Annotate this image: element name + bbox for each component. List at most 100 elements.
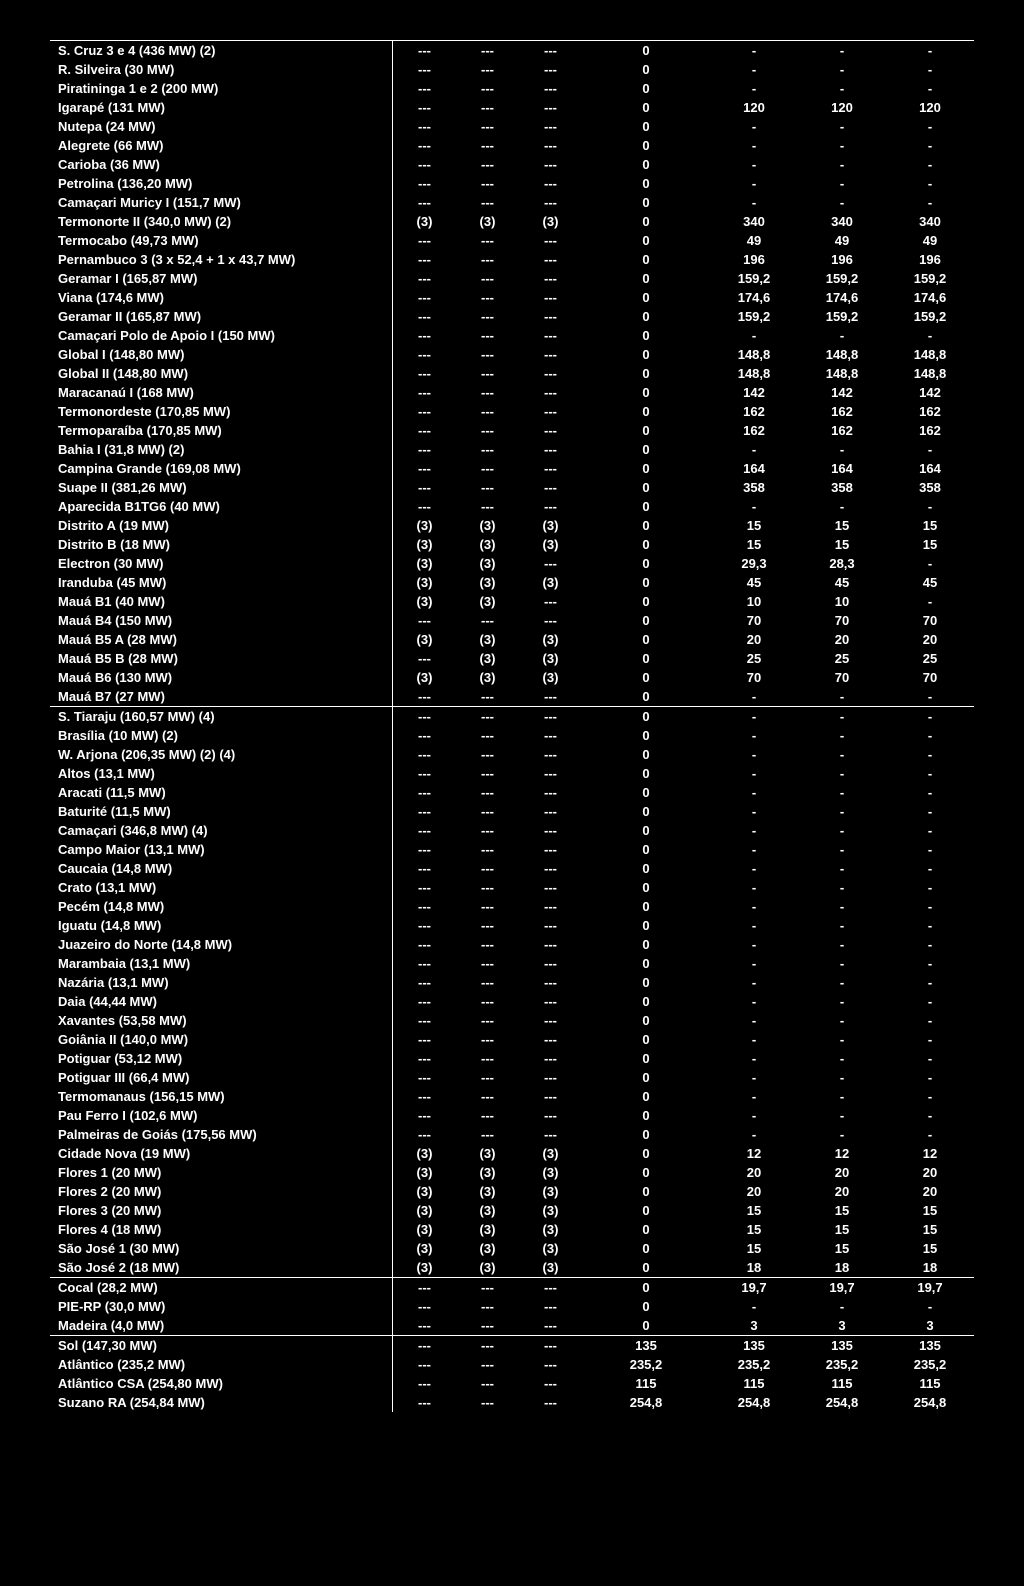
value-cell: --- [456,611,519,630]
value-cell: --- [393,478,457,497]
value-cell: (3) [393,668,457,687]
value-cell: 15 [710,1201,798,1220]
table-row: Potiguar III (66,4 MW)---------0--- [50,1068,974,1087]
table-row: Aracati (11,5 MW)---------0--- [50,783,974,802]
value-cell: --- [519,1087,582,1106]
value-cell: --- [456,1125,519,1144]
value-cell: --- [519,402,582,421]
plant-name-cell: Iranduba (45 MW) [50,573,393,592]
value-cell: --- [519,307,582,326]
value-cell: (3) [456,630,519,649]
plant-name-cell: Suzano RA (254,84 MW) [50,1393,393,1412]
value-cell: 235,2 [582,1355,710,1374]
value-cell: --- [393,935,457,954]
value-cell: --- [519,1125,582,1144]
value-cell: --- [393,1068,457,1087]
value-cell: - [710,707,798,727]
value-cell: --- [393,783,457,802]
value-cell: --- [519,136,582,155]
value-cell: --- [393,1278,457,1298]
plant-name-cell: Pecém (14,8 MW) [50,897,393,916]
value-cell: 12 [710,1144,798,1163]
value-cell: (3) [456,516,519,535]
value-cell: - [798,764,886,783]
value-cell: --- [456,1278,519,1298]
value-cell: - [710,726,798,745]
plant-name-cell: Piratininga 1 e 2 (200 MW) [50,79,393,98]
value-cell: --- [393,136,457,155]
value-cell: 115 [886,1374,974,1393]
value-cell: - [710,497,798,516]
value-cell: 162 [886,402,974,421]
value-cell: 20 [798,1163,886,1182]
value-cell: 0 [582,440,710,459]
plant-name-cell: Mauá B7 (27 MW) [50,687,393,707]
value-cell: - [710,935,798,954]
value-cell: --- [456,935,519,954]
value-cell: --- [393,745,457,764]
value-cell: 70 [710,611,798,630]
value-cell: 0 [582,859,710,878]
value-cell: --- [519,916,582,935]
value-cell: - [886,1068,974,1087]
plant-name-cell: São José 2 (18 MW) [50,1258,393,1278]
value-cell: 70 [886,611,974,630]
value-cell: --- [456,840,519,859]
value-cell: 0 [582,516,710,535]
value-cell: - [710,821,798,840]
value-cell: 0 [582,345,710,364]
value-cell: --- [519,478,582,497]
table-row: Electron (30 MW)(3)(3)---029,328,3- [50,554,974,573]
plant-name-cell: Petrolina (136,20 MW) [50,174,393,193]
value-cell: 0 [582,231,710,250]
value-cell: 159,2 [798,269,886,288]
value-cell: 254,8 [710,1393,798,1412]
value-cell: 358 [798,478,886,497]
value-cell: 0 [582,98,710,117]
value-cell: - [886,935,974,954]
table-row: Marambaia (13,1 MW)---------0--- [50,954,974,973]
value-cell: --- [456,859,519,878]
plant-name-cell: Pernambuco 3 (3 x 52,4 + 1 x 43,7 MW) [50,250,393,269]
value-cell: 0 [582,954,710,973]
value-cell: 45 [798,573,886,592]
table-row: Xavantes (53,58 MW)---------0--- [50,1011,974,1030]
value-cell: --- [456,231,519,250]
value-cell: 0 [582,326,710,345]
table-row: Global II (148,80 MW)---------0148,8148,… [50,364,974,383]
plant-name-cell: Cocal (28,2 MW) [50,1278,393,1298]
value-cell: --- [393,1087,457,1106]
table-row: São José 1 (30 MW)(3)(3)(3)0151515 [50,1239,974,1258]
value-cell: --- [393,878,457,897]
value-cell: --- [456,745,519,764]
value-cell: 20 [886,630,974,649]
value-cell: --- [456,1068,519,1087]
value-cell: 235,2 [798,1355,886,1374]
value-cell: - [798,60,886,79]
value-cell: --- [456,98,519,117]
value-cell: 0 [582,1106,710,1125]
table-row: Camaçari (346,8 MW) (4)---------0--- [50,821,974,840]
value-cell: --- [456,1030,519,1049]
value-cell: --- [456,821,519,840]
value-cell: --- [393,497,457,516]
value-cell: - [710,859,798,878]
value-cell: - [886,1087,974,1106]
value-cell: --- [519,859,582,878]
table-row: Mauá B5 A (28 MW)(3)(3)(3)0202020 [50,630,974,649]
plant-name-cell: Mauá B5 A (28 MW) [50,630,393,649]
value-cell: 0 [582,1049,710,1068]
plant-name-cell: PIE-RP (30,0 MW) [50,1297,393,1316]
value-cell: 115 [710,1374,798,1393]
value-cell: - [710,1011,798,1030]
value-cell: 235,2 [710,1355,798,1374]
value-cell: --- [519,383,582,402]
plant-name-cell: Flores 1 (20 MW) [50,1163,393,1182]
value-cell: --- [393,1106,457,1125]
plant-name-cell: Distrito B (18 MW) [50,535,393,554]
table-row: Sol (147,30 MW)---------135135135135 [50,1336,974,1356]
value-cell: --- [519,117,582,136]
value-cell: 49 [886,231,974,250]
value-cell: (3) [519,1258,582,1278]
table-row: Pau Ferro I (102,6 MW)---------0--- [50,1106,974,1125]
